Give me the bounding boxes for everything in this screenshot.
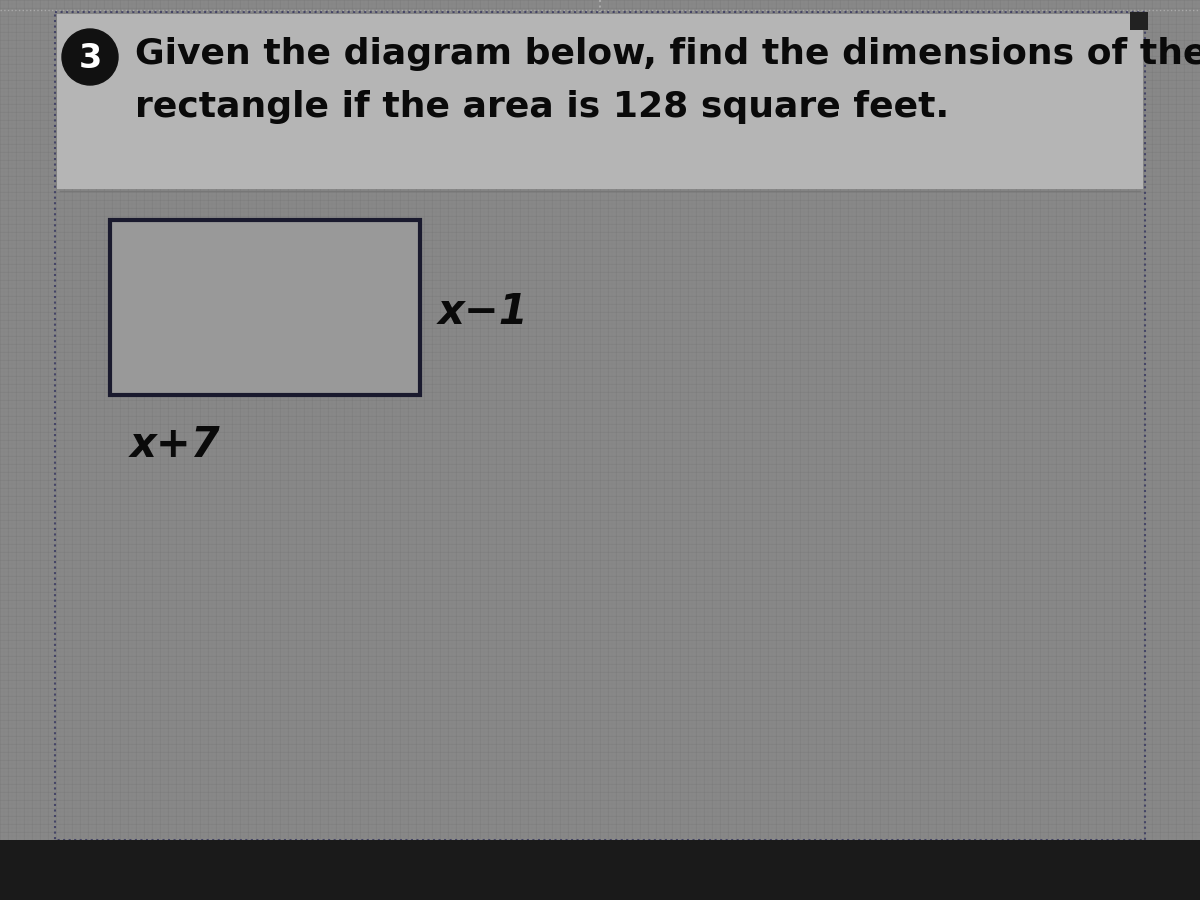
Bar <box>58 14 1142 189</box>
Text: x−1: x−1 <box>438 292 529 334</box>
Circle shape <box>62 29 118 85</box>
Bar <box>110 220 420 395</box>
Text: Given the diagram below, find the dimensions of the: Given the diagram below, find the dimens… <box>134 37 1200 71</box>
Bar <box>1130 12 1148 30</box>
Text: 3: 3 <box>78 42 102 76</box>
Text: x+7: x+7 <box>130 424 221 466</box>
Text: rectangle if the area is 128 square feet.: rectangle if the area is 128 square feet… <box>134 90 949 124</box>
Bar <box>0 840 1200 900</box>
